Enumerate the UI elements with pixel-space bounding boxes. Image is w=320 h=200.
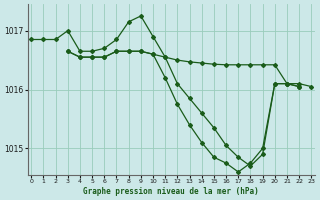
X-axis label: Graphe pression niveau de la mer (hPa): Graphe pression niveau de la mer (hPa) bbox=[84, 187, 259, 196]
